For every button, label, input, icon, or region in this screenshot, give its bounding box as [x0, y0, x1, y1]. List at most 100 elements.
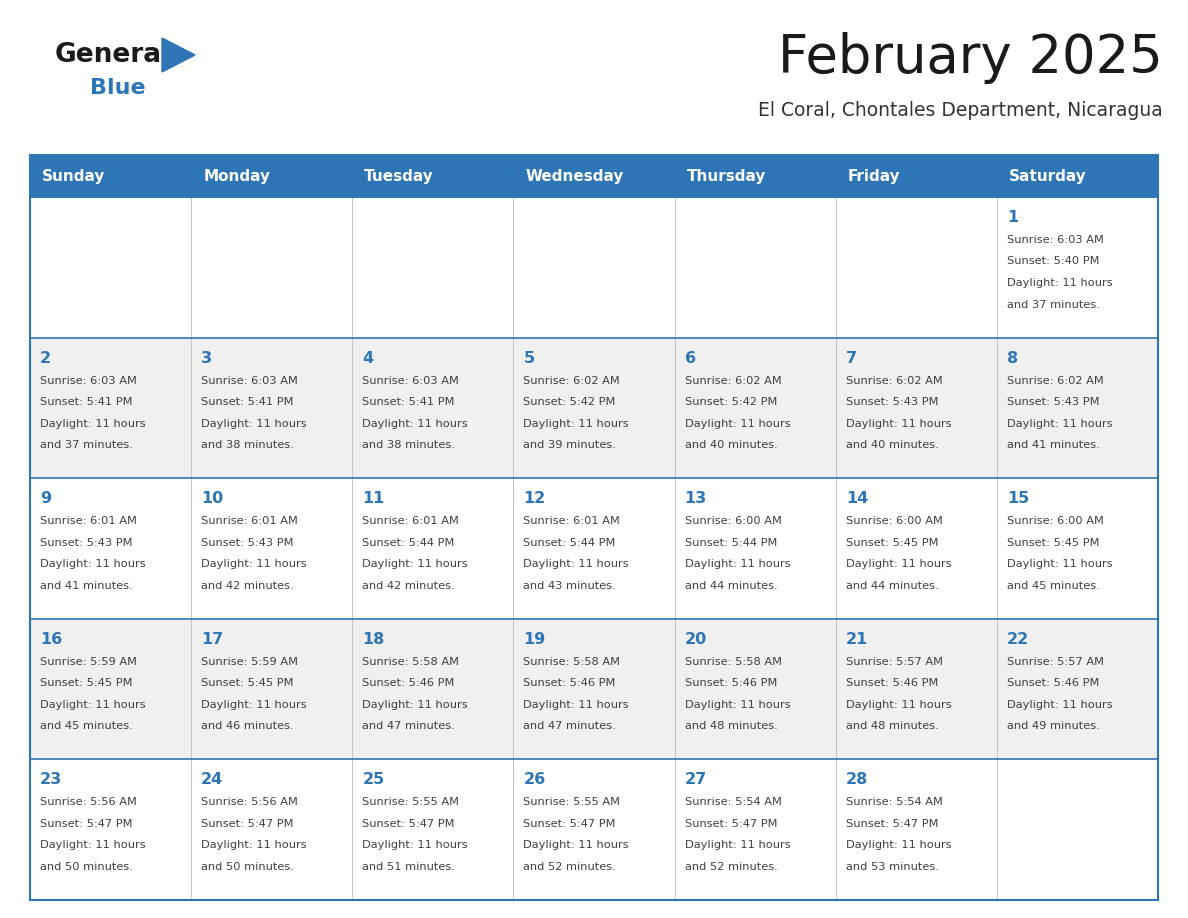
Text: Sunday: Sunday: [42, 169, 106, 184]
Text: Sunrise: 5:59 AM: Sunrise: 5:59 AM: [201, 656, 298, 666]
Text: Sunset: 5:47 PM: Sunset: 5:47 PM: [40, 819, 133, 829]
Text: Sunset: 5:43 PM: Sunset: 5:43 PM: [40, 538, 133, 548]
Text: Sunrise: 6:00 AM: Sunrise: 6:00 AM: [1007, 516, 1104, 526]
Text: 23: 23: [40, 772, 62, 788]
Bar: [30, 155, 1158, 197]
Text: Sunrise: 5:55 AM: Sunrise: 5:55 AM: [362, 798, 460, 808]
Text: Sunrise: 5:56 AM: Sunrise: 5:56 AM: [40, 798, 137, 808]
Text: 17: 17: [201, 632, 223, 647]
Text: Sunset: 5:46 PM: Sunset: 5:46 PM: [362, 678, 455, 688]
Text: Sunrise: 6:02 AM: Sunrise: 6:02 AM: [684, 375, 782, 386]
Text: Sunrise: 5:58 AM: Sunrise: 5:58 AM: [684, 656, 782, 666]
Text: Sunrise: 5:59 AM: Sunrise: 5:59 AM: [40, 656, 137, 666]
Text: 22: 22: [1007, 632, 1029, 647]
Text: 4: 4: [362, 351, 373, 365]
Text: 7: 7: [846, 351, 857, 365]
Text: Sunset: 5:41 PM: Sunset: 5:41 PM: [40, 397, 133, 407]
Text: Sunrise: 6:02 AM: Sunrise: 6:02 AM: [846, 375, 942, 386]
Text: Sunset: 5:47 PM: Sunset: 5:47 PM: [684, 819, 777, 829]
Text: and 41 minutes.: and 41 minutes.: [1007, 440, 1100, 450]
Text: Daylight: 11 hours: Daylight: 11 hours: [362, 559, 468, 569]
Text: and 53 minutes.: and 53 minutes.: [846, 862, 939, 872]
Text: 6: 6: [684, 351, 696, 365]
Text: Sunset: 5:46 PM: Sunset: 5:46 PM: [1007, 678, 1099, 688]
Text: Sunset: 5:44 PM: Sunset: 5:44 PM: [524, 538, 615, 548]
Text: Daylight: 11 hours: Daylight: 11 hours: [524, 840, 630, 850]
Text: and 47 minutes.: and 47 minutes.: [362, 722, 455, 732]
Text: and 37 minutes.: and 37 minutes.: [1007, 299, 1100, 309]
Text: 10: 10: [201, 491, 223, 506]
Text: El Coral, Chontales Department, Nicaragua: El Coral, Chontales Department, Nicaragu…: [758, 100, 1163, 119]
Text: Sunrise: 6:03 AM: Sunrise: 6:03 AM: [201, 375, 298, 386]
Text: Sunrise: 6:01 AM: Sunrise: 6:01 AM: [524, 516, 620, 526]
Text: 27: 27: [684, 772, 707, 788]
Text: and 48 minutes.: and 48 minutes.: [684, 722, 777, 732]
Text: Daylight: 11 hours: Daylight: 11 hours: [524, 559, 630, 569]
Text: Daylight: 11 hours: Daylight: 11 hours: [201, 559, 307, 569]
Text: Sunrise: 5:58 AM: Sunrise: 5:58 AM: [524, 656, 620, 666]
Bar: [30, 155, 1158, 900]
Text: Daylight: 11 hours: Daylight: 11 hours: [40, 840, 146, 850]
Text: and 42 minutes.: and 42 minutes.: [201, 581, 293, 590]
Text: Sunrise: 5:54 AM: Sunrise: 5:54 AM: [846, 798, 942, 808]
Text: and 45 minutes.: and 45 minutes.: [40, 722, 133, 732]
Text: 19: 19: [524, 632, 545, 647]
Text: Sunset: 5:47 PM: Sunset: 5:47 PM: [846, 819, 939, 829]
Text: Sunrise: 5:56 AM: Sunrise: 5:56 AM: [201, 798, 298, 808]
Text: Daylight: 11 hours: Daylight: 11 hours: [201, 700, 307, 710]
Text: Saturday: Saturday: [1009, 169, 1087, 184]
Text: Sunset: 5:40 PM: Sunset: 5:40 PM: [1007, 256, 1099, 266]
Text: Sunrise: 5:54 AM: Sunrise: 5:54 AM: [684, 798, 782, 808]
Text: Monday: Monday: [203, 169, 270, 184]
Text: 26: 26: [524, 772, 545, 788]
Text: Sunset: 5:45 PM: Sunset: 5:45 PM: [846, 538, 939, 548]
Text: Sunrise: 6:00 AM: Sunrise: 6:00 AM: [846, 516, 942, 526]
Polygon shape: [162, 38, 195, 72]
Text: Sunset: 5:43 PM: Sunset: 5:43 PM: [201, 538, 293, 548]
Text: and 37 minutes.: and 37 minutes.: [40, 440, 133, 450]
Text: February 2025: February 2025: [778, 32, 1163, 84]
Text: 14: 14: [846, 491, 868, 506]
Text: Sunrise: 6:03 AM: Sunrise: 6:03 AM: [1007, 235, 1104, 245]
Text: and 42 minutes.: and 42 minutes.: [362, 581, 455, 590]
Text: 25: 25: [362, 772, 385, 788]
Text: General: General: [55, 42, 171, 68]
Text: and 49 minutes.: and 49 minutes.: [1007, 722, 1100, 732]
Text: Daylight: 11 hours: Daylight: 11 hours: [846, 840, 952, 850]
Text: Sunset: 5:47 PM: Sunset: 5:47 PM: [524, 819, 615, 829]
Text: Sunset: 5:46 PM: Sunset: 5:46 PM: [846, 678, 939, 688]
Text: and 40 minutes.: and 40 minutes.: [846, 440, 939, 450]
Text: Daylight: 11 hours: Daylight: 11 hours: [524, 700, 630, 710]
Text: Sunset: 5:45 PM: Sunset: 5:45 PM: [40, 678, 133, 688]
Text: 28: 28: [846, 772, 868, 788]
Text: Daylight: 11 hours: Daylight: 11 hours: [846, 419, 952, 429]
Text: Sunset: 5:46 PM: Sunset: 5:46 PM: [524, 678, 615, 688]
Text: Sunset: 5:44 PM: Sunset: 5:44 PM: [362, 538, 455, 548]
Text: Daylight: 11 hours: Daylight: 11 hours: [362, 419, 468, 429]
Text: 21: 21: [846, 632, 868, 647]
Text: and 40 minutes.: and 40 minutes.: [684, 440, 777, 450]
Text: Sunrise: 5:57 AM: Sunrise: 5:57 AM: [1007, 656, 1104, 666]
Text: and 50 minutes.: and 50 minutes.: [201, 862, 293, 872]
Text: Daylight: 11 hours: Daylight: 11 hours: [684, 419, 790, 429]
Text: Daylight: 11 hours: Daylight: 11 hours: [846, 559, 952, 569]
Text: Daylight: 11 hours: Daylight: 11 hours: [1007, 278, 1112, 288]
Text: Daylight: 11 hours: Daylight: 11 hours: [201, 840, 307, 850]
Text: and 39 minutes.: and 39 minutes.: [524, 440, 617, 450]
Text: Sunset: 5:43 PM: Sunset: 5:43 PM: [1007, 397, 1099, 407]
Text: 2: 2: [40, 351, 51, 365]
Text: Daylight: 11 hours: Daylight: 11 hours: [201, 419, 307, 429]
Text: Sunrise: 6:03 AM: Sunrise: 6:03 AM: [362, 375, 459, 386]
Text: 8: 8: [1007, 351, 1018, 365]
Text: and 45 minutes.: and 45 minutes.: [1007, 581, 1100, 590]
Text: Sunrise: 5:57 AM: Sunrise: 5:57 AM: [846, 656, 943, 666]
Text: Sunset: 5:41 PM: Sunset: 5:41 PM: [201, 397, 293, 407]
Bar: [30, 197, 1158, 338]
Text: 20: 20: [684, 632, 707, 647]
Text: Thursday: Thursday: [687, 169, 766, 184]
Text: Daylight: 11 hours: Daylight: 11 hours: [1007, 700, 1112, 710]
Text: Blue: Blue: [90, 78, 146, 98]
Text: and 41 minutes.: and 41 minutes.: [40, 581, 133, 590]
Text: and 43 minutes.: and 43 minutes.: [524, 581, 617, 590]
Text: and 44 minutes.: and 44 minutes.: [684, 581, 777, 590]
